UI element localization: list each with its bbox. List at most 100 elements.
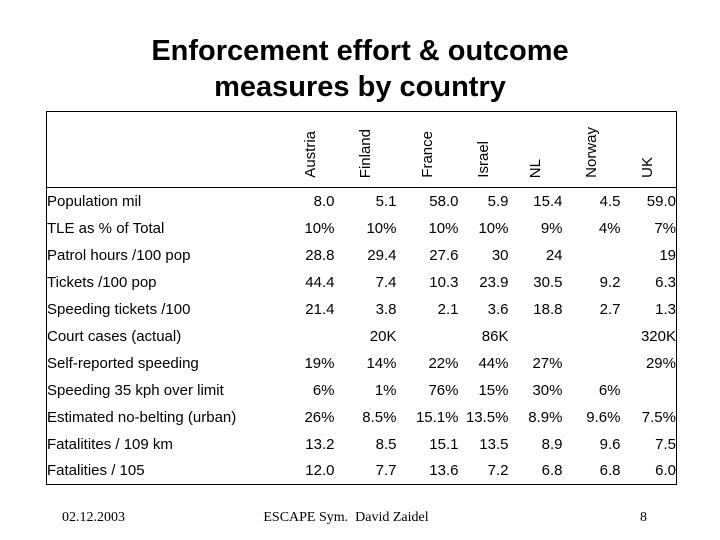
cell-value: 15% <box>478 381 509 399</box>
cell-value: 7.4 <box>375 273 397 291</box>
table-row: Tickets /100 pop 44.4 7.4 10.3 23.9 30.5 9.2 6.… <box>47 269 677 296</box>
cell-value: 58.0 <box>429 192 459 210</box>
cell-value: 9.6% <box>586 408 621 426</box>
cell-value: 2.7 <box>599 300 621 318</box>
cell-value: 6.8 <box>541 462 563 480</box>
column-header-label: UK <box>639 157 657 178</box>
cell-value: 10% <box>428 219 459 237</box>
slide-title: Enforcement effort & outcome measures by… <box>0 33 720 105</box>
column-header-label: France <box>418 131 436 178</box>
row-label: Court cases (actual) <box>47 327 182 345</box>
cell-value: 6.3 <box>655 273 676 291</box>
cell-value: 19 <box>659 246 676 264</box>
cell-value: 5.9 <box>487 192 509 210</box>
cell-value: 8.5 <box>375 435 397 453</box>
cell-value: 7.5 <box>655 435 676 453</box>
cell-value: 6.0 <box>655 462 676 480</box>
page-number: 8 <box>640 510 647 525</box>
column-header-label: NL <box>526 158 544 178</box>
table-row: Self-reported speeding 19% 14% 22% 44% 27% 29% <box>47 350 677 377</box>
corner-cell <box>47 112 287 188</box>
column-header-uk: UK <box>621 112 677 188</box>
table-row: Patrol hours /100 pop 28.8 29.4 27.6 30 24 19 <box>47 242 677 269</box>
row-label: TLE as % of Total <box>47 219 165 237</box>
column-header-label: Israel <box>474 141 492 178</box>
cell-value <box>563 242 621 269</box>
cell-value: 13.6 <box>429 462 459 480</box>
column-header-israel: Israel <box>459 112 509 188</box>
row-label: Population mil <box>47 192 142 210</box>
cell-value: 6.8 <box>599 462 621 480</box>
cell-value: 3.6 <box>487 300 509 318</box>
table-row: Population mil 8.0 5.1 58.0 5.9 15.4 4.5 59.0 <box>47 188 677 215</box>
footer-date: 02.12.2003 <box>62 510 125 525</box>
cell-value: 8.0 <box>313 192 335 210</box>
table-row: Speeding tickets /100 21.4 3.8 2.1 3.6 18.8 2.… <box>47 296 677 323</box>
cell-value: 10% <box>478 219 509 237</box>
cell-value: 44% <box>478 354 509 372</box>
cell-value: 29.4 <box>367 246 397 264</box>
cell-value: 26% <box>304 408 335 426</box>
cell-value: 44.4 <box>305 273 335 291</box>
cell-value: 30.5 <box>533 273 563 291</box>
footer-credit: ESCAPE Sym. David Zaidel <box>263 510 429 525</box>
cell-value: 21.4 <box>305 300 335 318</box>
column-header-finland: Finland <box>335 112 397 188</box>
cell-value: 14% <box>366 354 397 372</box>
cell-value: 27% <box>532 354 563 372</box>
cell-value: 10.3 <box>429 273 459 291</box>
cell-value <box>563 350 621 377</box>
column-header-row: Austria Finland France Israel NL Norway UK <box>46 112 677 188</box>
table-body: Population mil 8.0 5.1 58.0 5.9 15.4 4.5 59.0 TL… <box>47 188 677 485</box>
cell-value: 10% <box>304 219 335 237</box>
cell-value: 24 <box>545 246 563 264</box>
cell-value: 3.8 <box>375 300 397 318</box>
cell-value: 18.8 <box>533 300 563 318</box>
cell-value: 9% <box>540 219 563 237</box>
cell-value <box>563 323 621 350</box>
cell-value: 20K <box>369 327 397 345</box>
cell-value: 13.5% <box>465 408 509 426</box>
cell-value: 4% <box>598 219 621 237</box>
cell-value: 22% <box>428 354 459 372</box>
table-row: Court cases (actual) 20K 86K 320K <box>47 323 677 350</box>
measures-table: Austria Finland France Israel NL Norway UK Pop… <box>46 111 677 485</box>
cell-value: 12.0 <box>305 462 335 480</box>
cell-value: 8.9% <box>528 408 563 426</box>
cell-value: 15.1 <box>429 435 459 453</box>
row-label: Speeding 35 kph over limit <box>47 381 224 399</box>
cell-value: 10% <box>366 219 397 237</box>
row-label: Fatalities / 105 <box>47 462 145 480</box>
table-row: Fatalitites / 109 km 13.2 8.5 15.1 13.5 8.9 9.… <box>47 431 677 458</box>
column-header-label: Norway <box>582 127 600 178</box>
column-header-france: France <box>397 112 459 188</box>
cell-value: 28.8 <box>305 246 335 264</box>
cell-value: 7.2 <box>487 462 509 480</box>
column-header-label: Austria <box>301 131 319 178</box>
cell-value <box>287 323 335 350</box>
slide-title-line2: measures by country <box>214 71 506 103</box>
cell-value: 86K <box>481 327 509 345</box>
cell-value: 29% <box>645 354 676 372</box>
cell-value: 5.1 <box>375 192 397 210</box>
table-row: Fatalities / 105 12.0 7.7 13.6 7.2 6.8 6.8 6.0 <box>47 458 677 485</box>
column-header-nl: NL <box>509 112 563 188</box>
cell-value: 13.2 <box>305 435 335 453</box>
cell-value: 23.9 <box>479 273 509 291</box>
cell-value <box>509 323 563 350</box>
cell-value: 1% <box>374 381 397 399</box>
column-header-label: Finland <box>356 128 374 178</box>
cell-value: 6% <box>598 381 621 399</box>
table-row: Speeding 35 kph over limit 6% 1% 76% 15% 30% 6… <box>47 377 677 404</box>
cell-value: 2.1 <box>437 300 459 318</box>
cell-value: 19% <box>304 354 335 372</box>
column-header-austria: Austria <box>287 112 335 188</box>
slide-title-line1: Enforcement effort & outcome <box>151 35 569 67</box>
row-label: Self-reported speeding <box>47 354 199 372</box>
row-label: Tickets /100 pop <box>47 273 157 291</box>
cell-value: 8.9 <box>541 435 563 453</box>
cell-value: 30 <box>491 246 509 264</box>
cell-value: 27.6 <box>429 246 459 264</box>
cell-value: 7.7 <box>375 462 397 480</box>
